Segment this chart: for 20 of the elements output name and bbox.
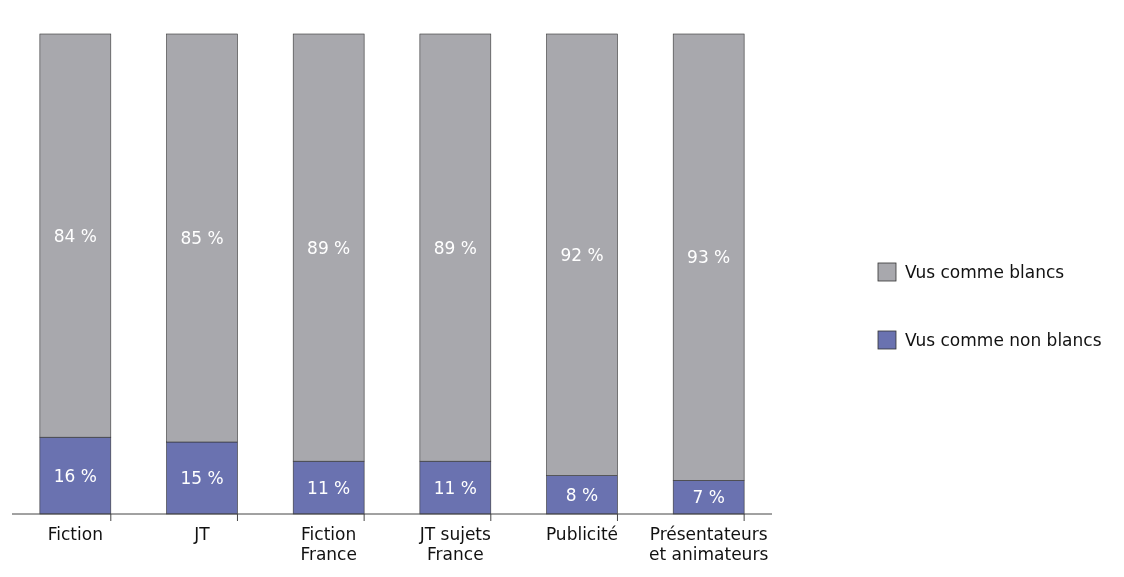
data-label: 85 %	[180, 227, 224, 248]
x-tick-label: JT sujets France	[418, 524, 492, 565]
data-label: 15 %	[180, 467, 224, 488]
data-label: 11 %	[307, 477, 351, 498]
x-tick-label: Fiction	[47, 524, 103, 544]
data-label: 84 %	[53, 225, 97, 246]
legend-label: Vus comme non blancs	[905, 329, 1102, 350]
data-label: 89 %	[433, 237, 477, 258]
legend-label: Vus comme blancs	[905, 261, 1065, 282]
x-tick-label: Publicité	[545, 524, 619, 544]
x-tick-label: JT	[193, 524, 211, 544]
data-label: 16 %	[53, 465, 97, 486]
data-label: 93 %	[687, 247, 731, 268]
data-label: 89 %	[307, 237, 351, 258]
x-tick-label: Fiction France	[300, 524, 357, 565]
data-label: 7 %	[692, 487, 725, 508]
data-label: 11 %	[433, 477, 477, 498]
data-label: 92 %	[560, 244, 604, 265]
data-label: 8 %	[565, 484, 599, 505]
x-tick-label: Présentateurs et animateurs	[649, 524, 769, 565]
